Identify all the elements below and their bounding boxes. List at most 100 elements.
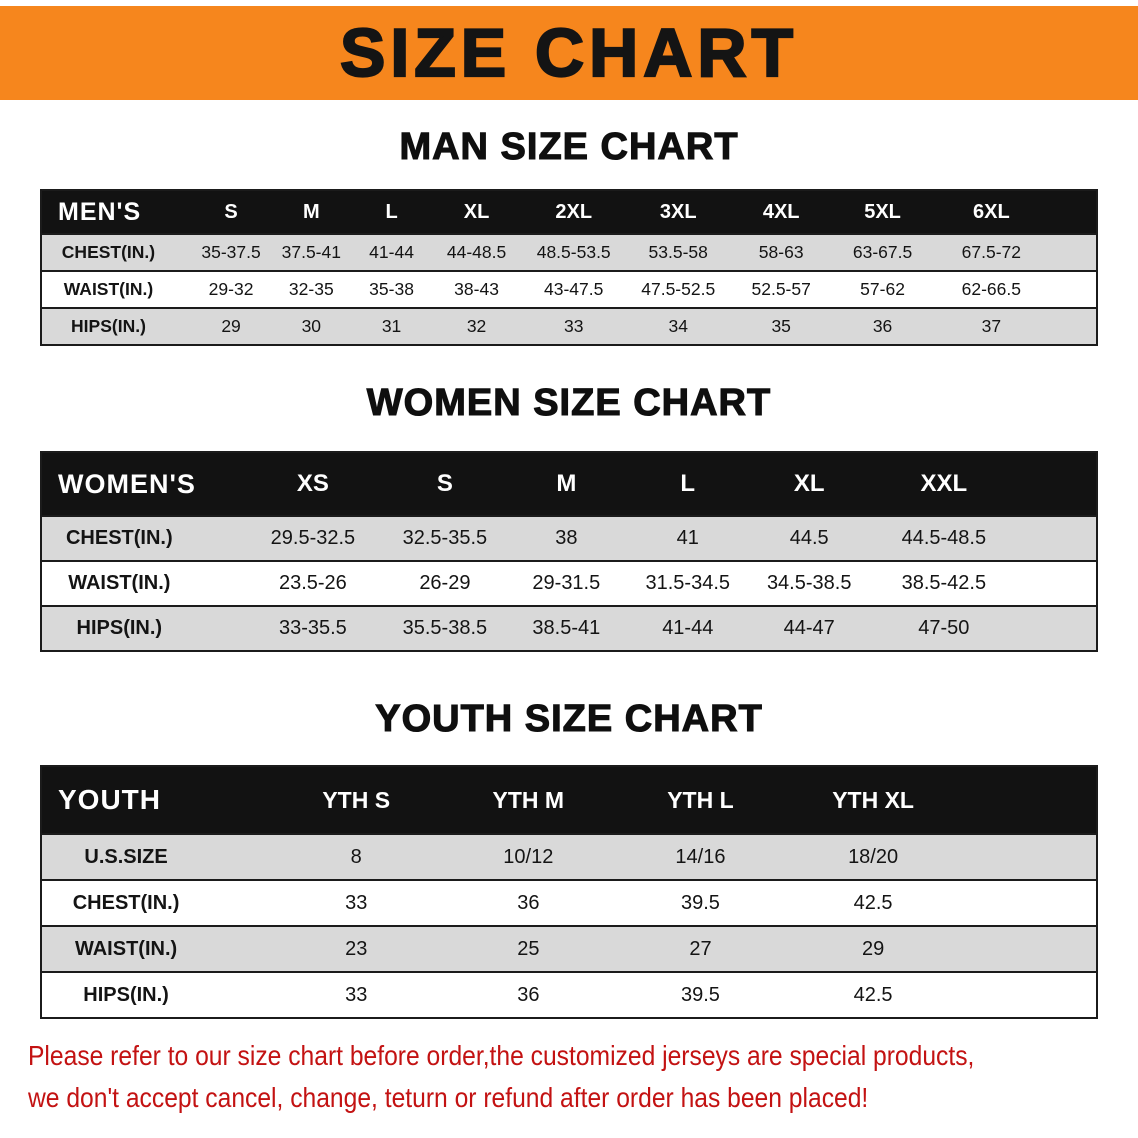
disclaimer-line-1: Please refer to our size chart before or… — [28, 1040, 975, 1071]
size-cell: 38 — [505, 516, 628, 561]
size-cell: 33 — [270, 880, 443, 926]
men-size-col-l: L — [351, 190, 432, 234]
women-chart-heading: WOMEN SIZE CHART — [366, 381, 772, 424]
youth-hips-row: HIPS(IN.) 33 36 39.5 42.5 — [41, 972, 1097, 1018]
spacer-cell — [959, 880, 1097, 926]
size-cell: 10/12 — [442, 834, 615, 880]
women-size-col-xl: XL — [748, 452, 870, 516]
size-cell: 33-35.5 — [241, 606, 385, 651]
women-header-spacer — [1017, 452, 1097, 516]
size-cell: 47-50 — [869, 606, 1018, 651]
row-label: HIPS(IN.) — [41, 606, 242, 651]
size-cell: 43-47.5 — [521, 271, 626, 308]
spacer-cell — [959, 834, 1097, 880]
size-cell: 53.5-58 — [625, 234, 731, 271]
size-cell: 27 — [614, 926, 787, 972]
size-chart-banner: SIZE CHART — [0, 6, 1138, 100]
size-cell: 34 — [625, 308, 731, 345]
size-cell: 23.5-26 — [241, 561, 385, 606]
women-waist-row: WAIST(IN.) 23.5-26 26-29 29-31.5 31.5-34… — [41, 561, 1097, 606]
size-cell: 26-29 — [384, 561, 506, 606]
banner-title: SIZE CHART — [339, 14, 798, 92]
row-label: U.S.SIZE — [41, 834, 271, 880]
youth-size-table: YOUTH YTH S YTH M YTH L YTH XL U.S.SIZE … — [40, 765, 1098, 1019]
size-cell: 41 — [627, 516, 749, 561]
men-size-chart-section: MAN SIZE CHART MEN'S S M L XL 2XL 3XL 4X… — [0, 125, 1138, 346]
men-size-col-4xl: 4XL — [730, 190, 832, 234]
size-cell: 39.5 — [614, 880, 787, 926]
size-cell: 29.5-32.5 — [241, 516, 385, 561]
size-cell: 31.5-34.5 — [627, 561, 749, 606]
men-size-table: MEN'S S M L XL 2XL 3XL 4XL 5XL 6XL CHEST… — [40, 189, 1098, 346]
size-cell: 35-38 — [351, 271, 432, 308]
size-cell: 14/16 — [614, 834, 787, 880]
size-cell: 63-67.5 — [831, 234, 934, 271]
size-cell: 48.5-53.5 — [521, 234, 626, 271]
youth-chart-heading: YOUTH SIZE CHART — [375, 697, 763, 740]
size-chart-page: SIZE CHART MAN SIZE CHART MEN'S S M L XL… — [0, 6, 1138, 1119]
size-cell: 41-44 — [627, 606, 749, 651]
size-cell: 29-32 — [190, 271, 272, 308]
row-label: WAIST(IN.) — [41, 926, 271, 972]
size-cell: 32.5-35.5 — [384, 516, 506, 561]
youth-size-chart-section: YOUTH SIZE CHART YOUTH YTH S YTH M YTH L… — [0, 697, 1138, 1019]
spacer-cell — [1017, 561, 1097, 606]
spacer-cell — [1017, 606, 1097, 651]
size-cell: 52.5-57 — [730, 271, 832, 308]
size-cell: 37 — [933, 308, 1050, 345]
size-cell: 39.5 — [614, 972, 787, 1018]
spacer-cell — [1049, 308, 1097, 345]
size-cell: 44.5-48.5 — [869, 516, 1018, 561]
row-label: HIPS(IN.) — [41, 972, 271, 1018]
spacer-cell — [1049, 271, 1097, 308]
size-cell: 32-35 — [271, 271, 352, 308]
spacer-cell — [959, 926, 1097, 972]
size-cell: 35-37.5 — [190, 234, 272, 271]
size-cell: 38-43 — [431, 271, 522, 308]
men-waist-row: WAIST(IN.) 29-32 32-35 35-38 38-43 43-47… — [41, 271, 1097, 308]
women-table-title: WOMEN'S — [41, 452, 242, 516]
spacer-cell — [959, 972, 1097, 1018]
size-cell: 36 — [831, 308, 934, 345]
women-size-col-xxl: XXL — [869, 452, 1018, 516]
row-label: CHEST(IN.) — [41, 234, 191, 271]
men-size-col-s: S — [190, 190, 272, 234]
men-size-col-xl: XL — [431, 190, 522, 234]
size-cell: 37.5-41 — [271, 234, 352, 271]
men-size-col-m: M — [271, 190, 352, 234]
men-size-col-6xl: 6XL — [933, 190, 1050, 234]
row-label: CHEST(IN.) — [41, 880, 271, 926]
size-cell: 29 — [190, 308, 272, 345]
size-cell: 36 — [442, 972, 615, 1018]
youth-size-col-m: YTH M — [442, 766, 615, 834]
disclaimer: Please refer to our size chart before or… — [0, 1035, 1138, 1119]
size-cell: 23 — [270, 926, 443, 972]
youth-chest-row: CHEST(IN.) 33 36 39.5 42.5 — [41, 880, 1097, 926]
women-size-chart-section: WOMEN SIZE CHART WOMEN'S XS S M L XL XXL — [0, 381, 1138, 652]
size-cell: 44-48.5 — [431, 234, 522, 271]
spacer-cell — [1017, 516, 1097, 561]
size-cell: 44.5 — [748, 516, 870, 561]
size-cell: 67.5-72 — [933, 234, 1050, 271]
size-cell: 36 — [442, 880, 615, 926]
women-size-table: WOMEN'S XS S M L XL XXL CHEST(IN.) 29.5-… — [40, 451, 1098, 652]
size-cell: 42.5 — [786, 880, 960, 926]
size-cell: 62-66.5 — [933, 271, 1050, 308]
size-cell: 8 — [270, 834, 443, 880]
spacer-cell — [1049, 234, 1097, 271]
youth-size-col-l: YTH L — [614, 766, 787, 834]
size-cell: 31 — [351, 308, 432, 345]
youth-waist-row: WAIST(IN.) 23 25 27 29 — [41, 926, 1097, 972]
youth-size-col-xl: YTH XL — [786, 766, 960, 834]
disclaimer-line-2: we don't accept cancel, change, teturn o… — [28, 1082, 869, 1113]
size-cell: 25 — [442, 926, 615, 972]
size-cell: 38.5-41 — [505, 606, 628, 651]
size-cell: 18/20 — [786, 834, 960, 880]
women-size-col-m: M — [505, 452, 628, 516]
size-cell: 47.5-52.5 — [625, 271, 731, 308]
men-chest-row: CHEST(IN.) 35-37.5 37.5-41 41-44 44-48.5… — [41, 234, 1097, 271]
size-cell: 44-47 — [748, 606, 870, 651]
size-cell: 58-63 — [730, 234, 832, 271]
youth-table-title: YOUTH — [41, 766, 271, 834]
size-cell: 35.5-38.5 — [384, 606, 506, 651]
